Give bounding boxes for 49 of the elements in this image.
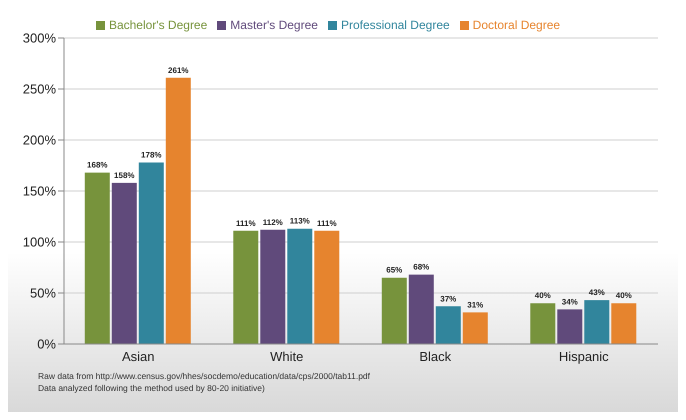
data-label: 40% [534,291,551,300]
data-label: 65% [386,266,402,275]
bar [233,230,258,344]
y-tick-label: 0% [37,336,56,352]
data-label: 111% [236,218,256,228]
data-label: 68% [413,262,430,272]
data-label: 40% [616,291,632,300]
bar [382,278,407,344]
data-label: 111% [317,218,337,228]
data-label: 261% [168,66,189,75]
bar [166,78,191,344]
bar [611,303,636,344]
bar [557,309,582,344]
y-tick-label: 100% [22,234,56,250]
data-label: 37% [440,294,456,304]
bar [462,312,488,344]
x-tick-label: Black [419,349,452,364]
x-tick-label: Hispanic [558,349,610,364]
x-tick-label: White [270,349,304,364]
bar [530,303,556,344]
data-label: 43% [588,288,605,298]
y-tick-label: 300% [22,30,56,46]
bar [112,182,137,344]
x-tick-label: Asian [122,349,155,364]
y-tick-label: 200% [22,132,56,148]
bar [287,228,312,344]
text: Data analyzed following the method used by 80-20 initiative) [38,382,266,394]
bar [584,300,610,344]
bar [84,172,110,344]
bar [260,230,286,344]
data-label: 112% [262,218,283,227]
data-label: 178% [141,150,162,160]
data-label: 31% [467,300,484,310]
bar [138,162,164,344]
bar [314,230,340,344]
text: Raw data from http://www.census.gov/hhes/socdemo/education/data/cps/2000/tab11.pdf [38,370,372,382]
legend-label: Doctoral Degree [472,18,560,32]
y-tick-label: 50% [30,286,56,301]
y-tick-label: 250% [22,82,56,97]
legend-label: Professional Degree [340,18,450,32]
bar [408,274,434,344]
bar [436,306,461,344]
data-label: 34% [562,297,578,306]
data-label: 168% [87,160,108,170]
data-label: 158% [114,170,135,180]
y-tick-label: 150% [22,184,56,199]
legend-label: Master's Degree [230,18,318,32]
data-label: 113% [290,216,310,226]
legend-label: Bachelor's Degree [108,18,208,32]
